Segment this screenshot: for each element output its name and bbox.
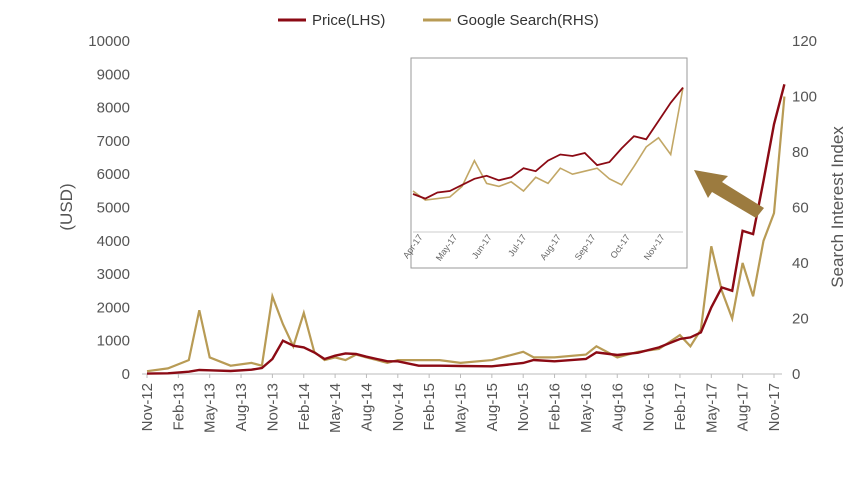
y-left-tick-label: 5000 [97,200,130,217]
x-tick-label: Nov-16 [641,383,658,431]
legend-price-label: Price(LHS) [312,12,385,29]
y-left-tick-label: 2000 [97,299,130,316]
x-tick-label: May-17 [703,383,720,433]
x-tick-label: Feb-17 [672,383,689,431]
series-google-search-line [146,96,786,373]
x-tick-label: Feb-16 [547,383,564,431]
y-left-tick-label: 3000 [97,266,130,283]
y-left-tick-label: 0 [122,366,130,383]
series-price-line [146,83,786,375]
x-axis-ticks: Nov-12 Feb-13 May-13 Aug-13 Nov-13 Feb-14 May-… [139,374,783,433]
x-tick-label: Feb-15 [421,383,438,431]
y-right-axis-title: Search Interest Index [828,126,847,288]
y-left-tick-label: 10000 [88,33,130,50]
inset-frame [410,57,688,269]
y-right-tick-label: 20 [792,311,809,328]
y-right-tick-label: 40 [792,255,809,272]
x-tick-label: Nov-13 [264,383,281,431]
y-right-tick-label: 0 [792,366,800,383]
legend-search-label: Google Search(RHS) [457,12,599,29]
legend: Price(LHS) Google Search(RHS) [278,12,599,29]
y-right-tick-label: 60 [792,200,809,217]
y-right-tick-label: 100 [792,89,817,106]
inset-chart: Apr-17 May-17 Jun-17 Jul-17 Aug-17 Sep-17 Oct-… [401,57,688,269]
x-tick-label: Aug-14 [358,383,375,431]
x-tick-label: Feb-14 [296,383,313,431]
y-left-tick-label: 1000 [97,333,130,350]
x-tick-label: May-14 [327,383,344,433]
y-left-tick-label: 8000 [97,100,130,117]
y-left-axis-title: (USD) [57,183,76,230]
x-tick-label: Nov-17 [766,383,783,431]
y-left-tick-label: 7000 [97,133,130,150]
x-tick-label: Aug-15 [484,383,501,431]
x-tick-label: May-16 [578,383,595,433]
x-tick-label: Aug-17 [735,383,752,431]
y-left-tick-label: 9000 [97,66,130,83]
x-tick-label: Feb-13 [170,383,187,431]
y-right-tick-label: 120 [792,33,817,50]
x-tick-label: Aug-13 [233,383,250,431]
x-tick-label: May-15 [453,383,470,433]
x-tick-label: Aug-16 [609,383,626,431]
inset-price-line [412,87,684,200]
x-tick-label: May-13 [202,383,219,433]
inset-search-line [412,87,684,201]
y-left-ticks: 0 1000 2000 3000 4000 5000 6000 7000 8000 9000 100… [88,33,130,383]
y-right-tick-label: 80 [792,144,809,161]
x-tick-label: Nov-14 [390,383,407,431]
x-tick-label: Nov-15 [515,383,532,431]
y-left-tick-label: 4000 [97,233,130,250]
callout-arrow [694,170,764,218]
y-right-ticks: 0 20 40 60 80 100 120 [792,33,817,383]
x-tick-label: Nov-12 [139,383,156,431]
y-left-tick-label: 6000 [97,166,130,183]
